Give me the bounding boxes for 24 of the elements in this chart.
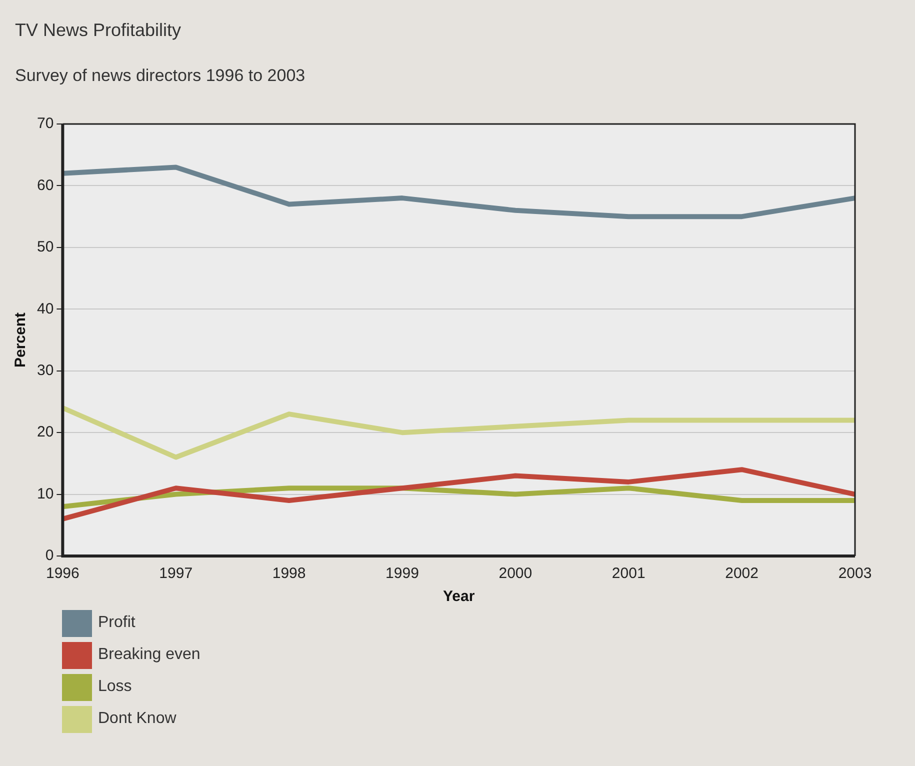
x-tick-label: 2002	[725, 565, 758, 582]
y-tick-label: 0	[45, 547, 54, 564]
x-tick-label: 2003	[838, 565, 872, 582]
x-tick-label: 1999	[386, 565, 419, 582]
chart-title: TV News Profitability	[15, 20, 182, 41]
y-tick-label: 10	[36, 485, 54, 502]
chart-subtitle: Survey of news directors 1996 to 2003	[15, 66, 306, 86]
legend-label: Breaking even	[98, 646, 200, 664]
y-axis-title: Percent	[12, 312, 30, 368]
y-tick-label: 70	[36, 115, 54, 132]
x-axis-title: Year	[442, 588, 475, 606]
x-tick-label: 2000	[498, 565, 532, 582]
x-tick-label: 1998	[272, 565, 306, 582]
y-tick-label: 30	[36, 362, 54, 379]
legend-label: Profit	[98, 614, 136, 632]
x-tick-label: 1996	[46, 565, 80, 582]
x-tick-label: 1997	[159, 565, 193, 582]
x-tick-label: 2001	[612, 565, 646, 582]
y-tick-label: 60	[36, 176, 54, 194]
y-tick-label: 20	[36, 424, 54, 441]
y-tick-label: 40	[36, 300, 54, 318]
legend-label: Dont Know	[98, 710, 176, 728]
y-tick-label: 50	[36, 238, 54, 256]
legend-label: Loss	[98, 678, 132, 696]
